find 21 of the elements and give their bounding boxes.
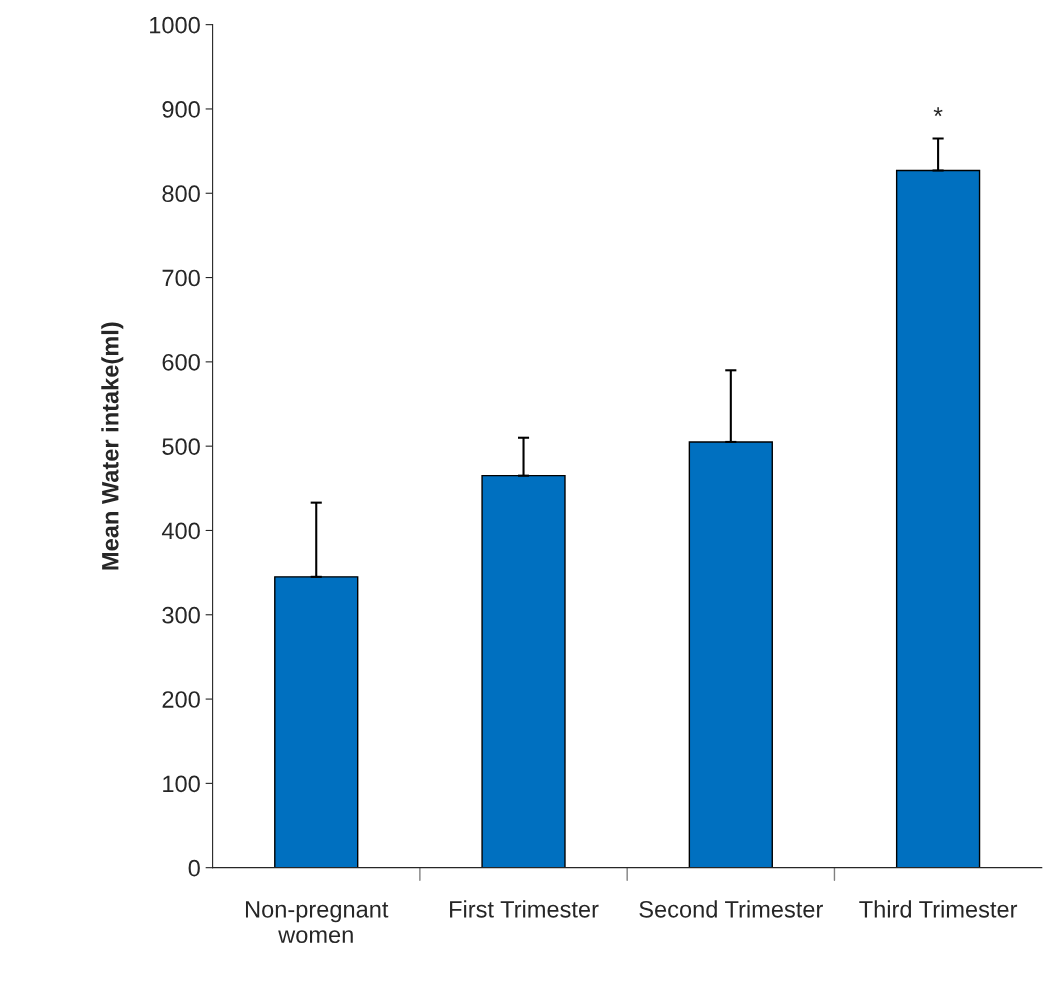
- y-tick-label: 1000: [150, 16, 200, 34]
- annotation: *: [933, 107, 943, 117]
- bar: [688, 441, 773, 868]
- y-tick-label: 300: [162, 606, 200, 624]
- y-tick-label: 100: [163, 775, 200, 793]
- x-tick-label: Non-pregnant women: [245, 901, 389, 944]
- x-tick-label: Third Trimester: [859, 900, 1018, 918]
- x-tick-label: Second Trimester: [639, 900, 823, 918]
- bar: [895, 169, 981, 868]
- bar: [481, 474, 566, 868]
- y-tick-label: 600: [162, 353, 200, 371]
- y-tick-label: 800: [162, 185, 200, 203]
- y-axis-title: Mean Water intake(ml): [101, 322, 124, 570]
- y-tick-label: 500: [162, 438, 200, 455]
- y-tick-label: 0: [188, 859, 200, 877]
- y-tick-label: 400: [161, 522, 200, 540]
- y-tick-label: 200: [162, 691, 200, 708]
- y-tick-label: 700: [162, 269, 200, 287]
- bar: [274, 576, 359, 868]
- x-tick-label: First Trimester: [450, 900, 599, 918]
- y-tick-label: 900: [162, 101, 200, 118]
